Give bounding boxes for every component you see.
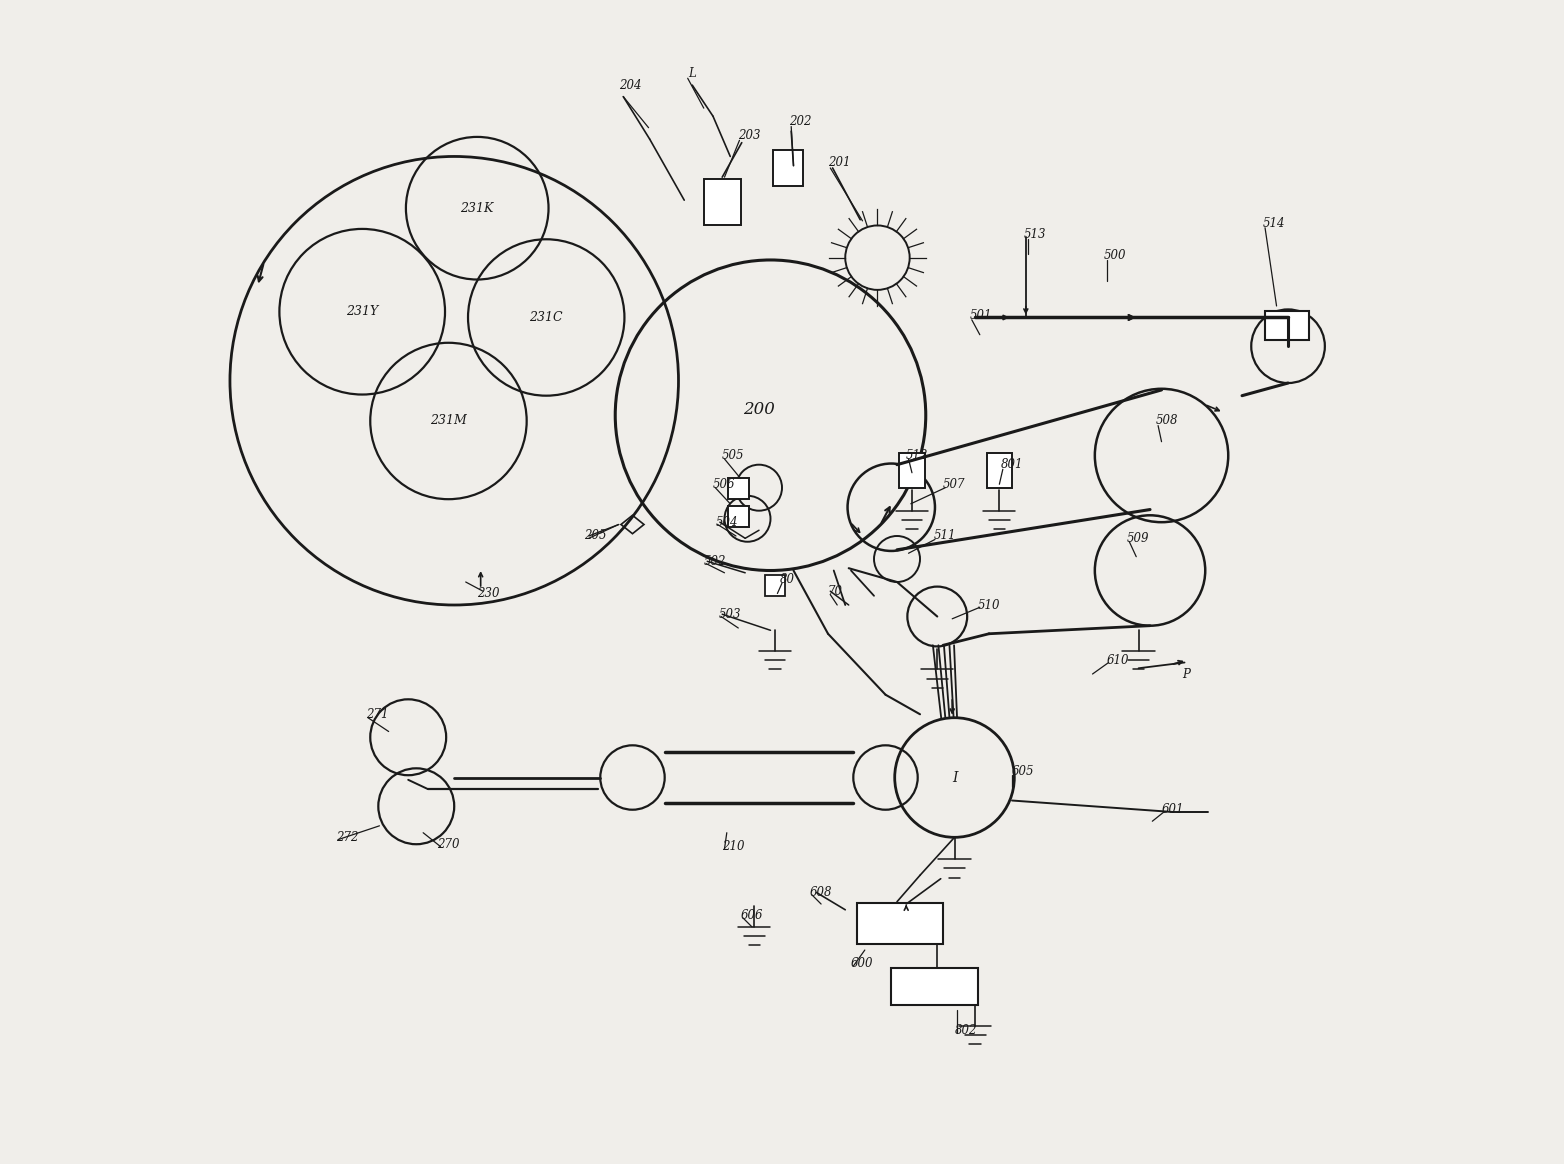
Text: P: P — [1182, 667, 1190, 681]
Text: 508: 508 — [1156, 414, 1178, 427]
Text: 511: 511 — [934, 530, 956, 542]
Text: 606: 606 — [741, 909, 763, 922]
Text: 605: 605 — [1012, 765, 1034, 779]
Text: 204: 204 — [619, 79, 641, 92]
Text: 231Y: 231Y — [346, 305, 378, 318]
Text: 601: 601 — [1162, 803, 1184, 816]
Text: I: I — [952, 771, 957, 785]
Text: 512: 512 — [906, 449, 929, 462]
Bar — [891, 968, 978, 1006]
Text: 802: 802 — [954, 1024, 978, 1037]
Bar — [765, 575, 785, 596]
Text: 610: 610 — [1106, 654, 1129, 667]
Bar — [857, 903, 943, 944]
Text: 270: 270 — [436, 838, 460, 851]
Text: 231M: 231M — [430, 414, 466, 427]
Text: 202: 202 — [788, 115, 812, 128]
Bar — [727, 506, 749, 527]
Text: 200: 200 — [743, 400, 774, 418]
Text: 505: 505 — [723, 449, 744, 462]
Text: 203: 203 — [738, 129, 760, 142]
Bar — [704, 179, 741, 226]
Text: 80: 80 — [780, 573, 795, 587]
Text: 500: 500 — [1104, 249, 1126, 262]
Text: 509: 509 — [1128, 532, 1150, 545]
Text: 608: 608 — [810, 886, 832, 899]
Text: 600: 600 — [851, 957, 874, 971]
Text: 501: 501 — [970, 308, 992, 321]
Text: L: L — [688, 68, 696, 80]
Text: 503: 503 — [719, 608, 741, 620]
Text: 801: 801 — [1001, 459, 1023, 471]
Bar — [899, 453, 924, 488]
Text: 272: 272 — [336, 831, 358, 844]
Text: 210: 210 — [723, 840, 744, 853]
Text: 231C: 231C — [530, 311, 563, 324]
Text: 271: 271 — [366, 708, 388, 721]
Bar — [773, 149, 802, 186]
Text: 502: 502 — [704, 555, 726, 568]
Text: 510: 510 — [978, 598, 999, 611]
Text: 507: 507 — [943, 477, 965, 491]
Text: 70: 70 — [827, 584, 843, 597]
Bar — [1265, 311, 1309, 341]
Text: 514: 514 — [1262, 217, 1286, 229]
Text: 504: 504 — [715, 516, 738, 528]
Text: 205: 205 — [585, 530, 607, 542]
Text: 231K: 231K — [460, 201, 494, 214]
Bar — [987, 453, 1012, 488]
Text: 230: 230 — [477, 587, 500, 599]
Text: 513: 513 — [1023, 228, 1046, 241]
Text: 201: 201 — [827, 156, 851, 169]
Text: 506: 506 — [713, 477, 735, 491]
Bar — [727, 478, 749, 499]
